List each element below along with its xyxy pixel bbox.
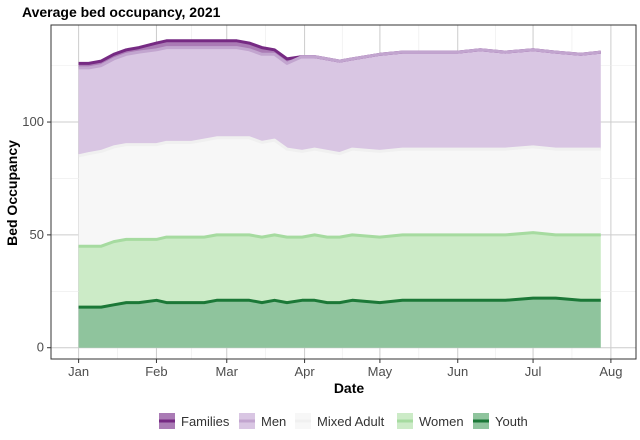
areas xyxy=(78,40,601,348)
x-tick-label: Jul xyxy=(525,364,542,379)
x-tick-label: Apr xyxy=(294,364,315,379)
y-axis-title: Bed Occupancy xyxy=(4,140,20,246)
x-axis-title: Date xyxy=(334,380,365,396)
y-tick-label: 50 xyxy=(30,227,44,242)
area-women xyxy=(78,232,601,308)
area-men xyxy=(78,47,601,156)
x-tick-label: Feb xyxy=(145,364,167,379)
x-tick-label: Jan xyxy=(68,364,89,379)
y-axis: 0 50 100 xyxy=(22,114,51,355)
lines xyxy=(78,39,601,309)
x-tick-label: Jun xyxy=(447,364,468,379)
line-women xyxy=(78,231,601,248)
legend-label-families: Families xyxy=(181,414,230,429)
legend-label-mixed-adult: Mixed Adult xyxy=(317,414,385,429)
legend-label-men: Men xyxy=(261,414,286,429)
plot-frame xyxy=(50,24,637,360)
x-tick-label: Mar xyxy=(216,364,239,379)
legend-label-women: Women xyxy=(419,414,464,429)
x-tick-label: May xyxy=(368,364,393,379)
y-tick-label: 0 xyxy=(37,340,44,355)
legend-label-youth: Youth xyxy=(495,414,528,429)
area-youth xyxy=(78,298,601,348)
line-mixed-adult xyxy=(78,136,601,158)
y-tick-label: 100 xyxy=(22,114,44,129)
x-tick-label: Aug xyxy=(599,364,622,379)
area-mixed-adult xyxy=(78,137,601,247)
line-men xyxy=(78,46,601,70)
chart-title: Average bed occupancy, 2021 xyxy=(22,4,221,20)
legend: Families Men Mixed Adult Women Youth xyxy=(159,413,528,429)
line-youth xyxy=(78,296,601,309)
x-axis: Jan Feb Mar Apr May Jun Jul Aug xyxy=(68,359,622,379)
